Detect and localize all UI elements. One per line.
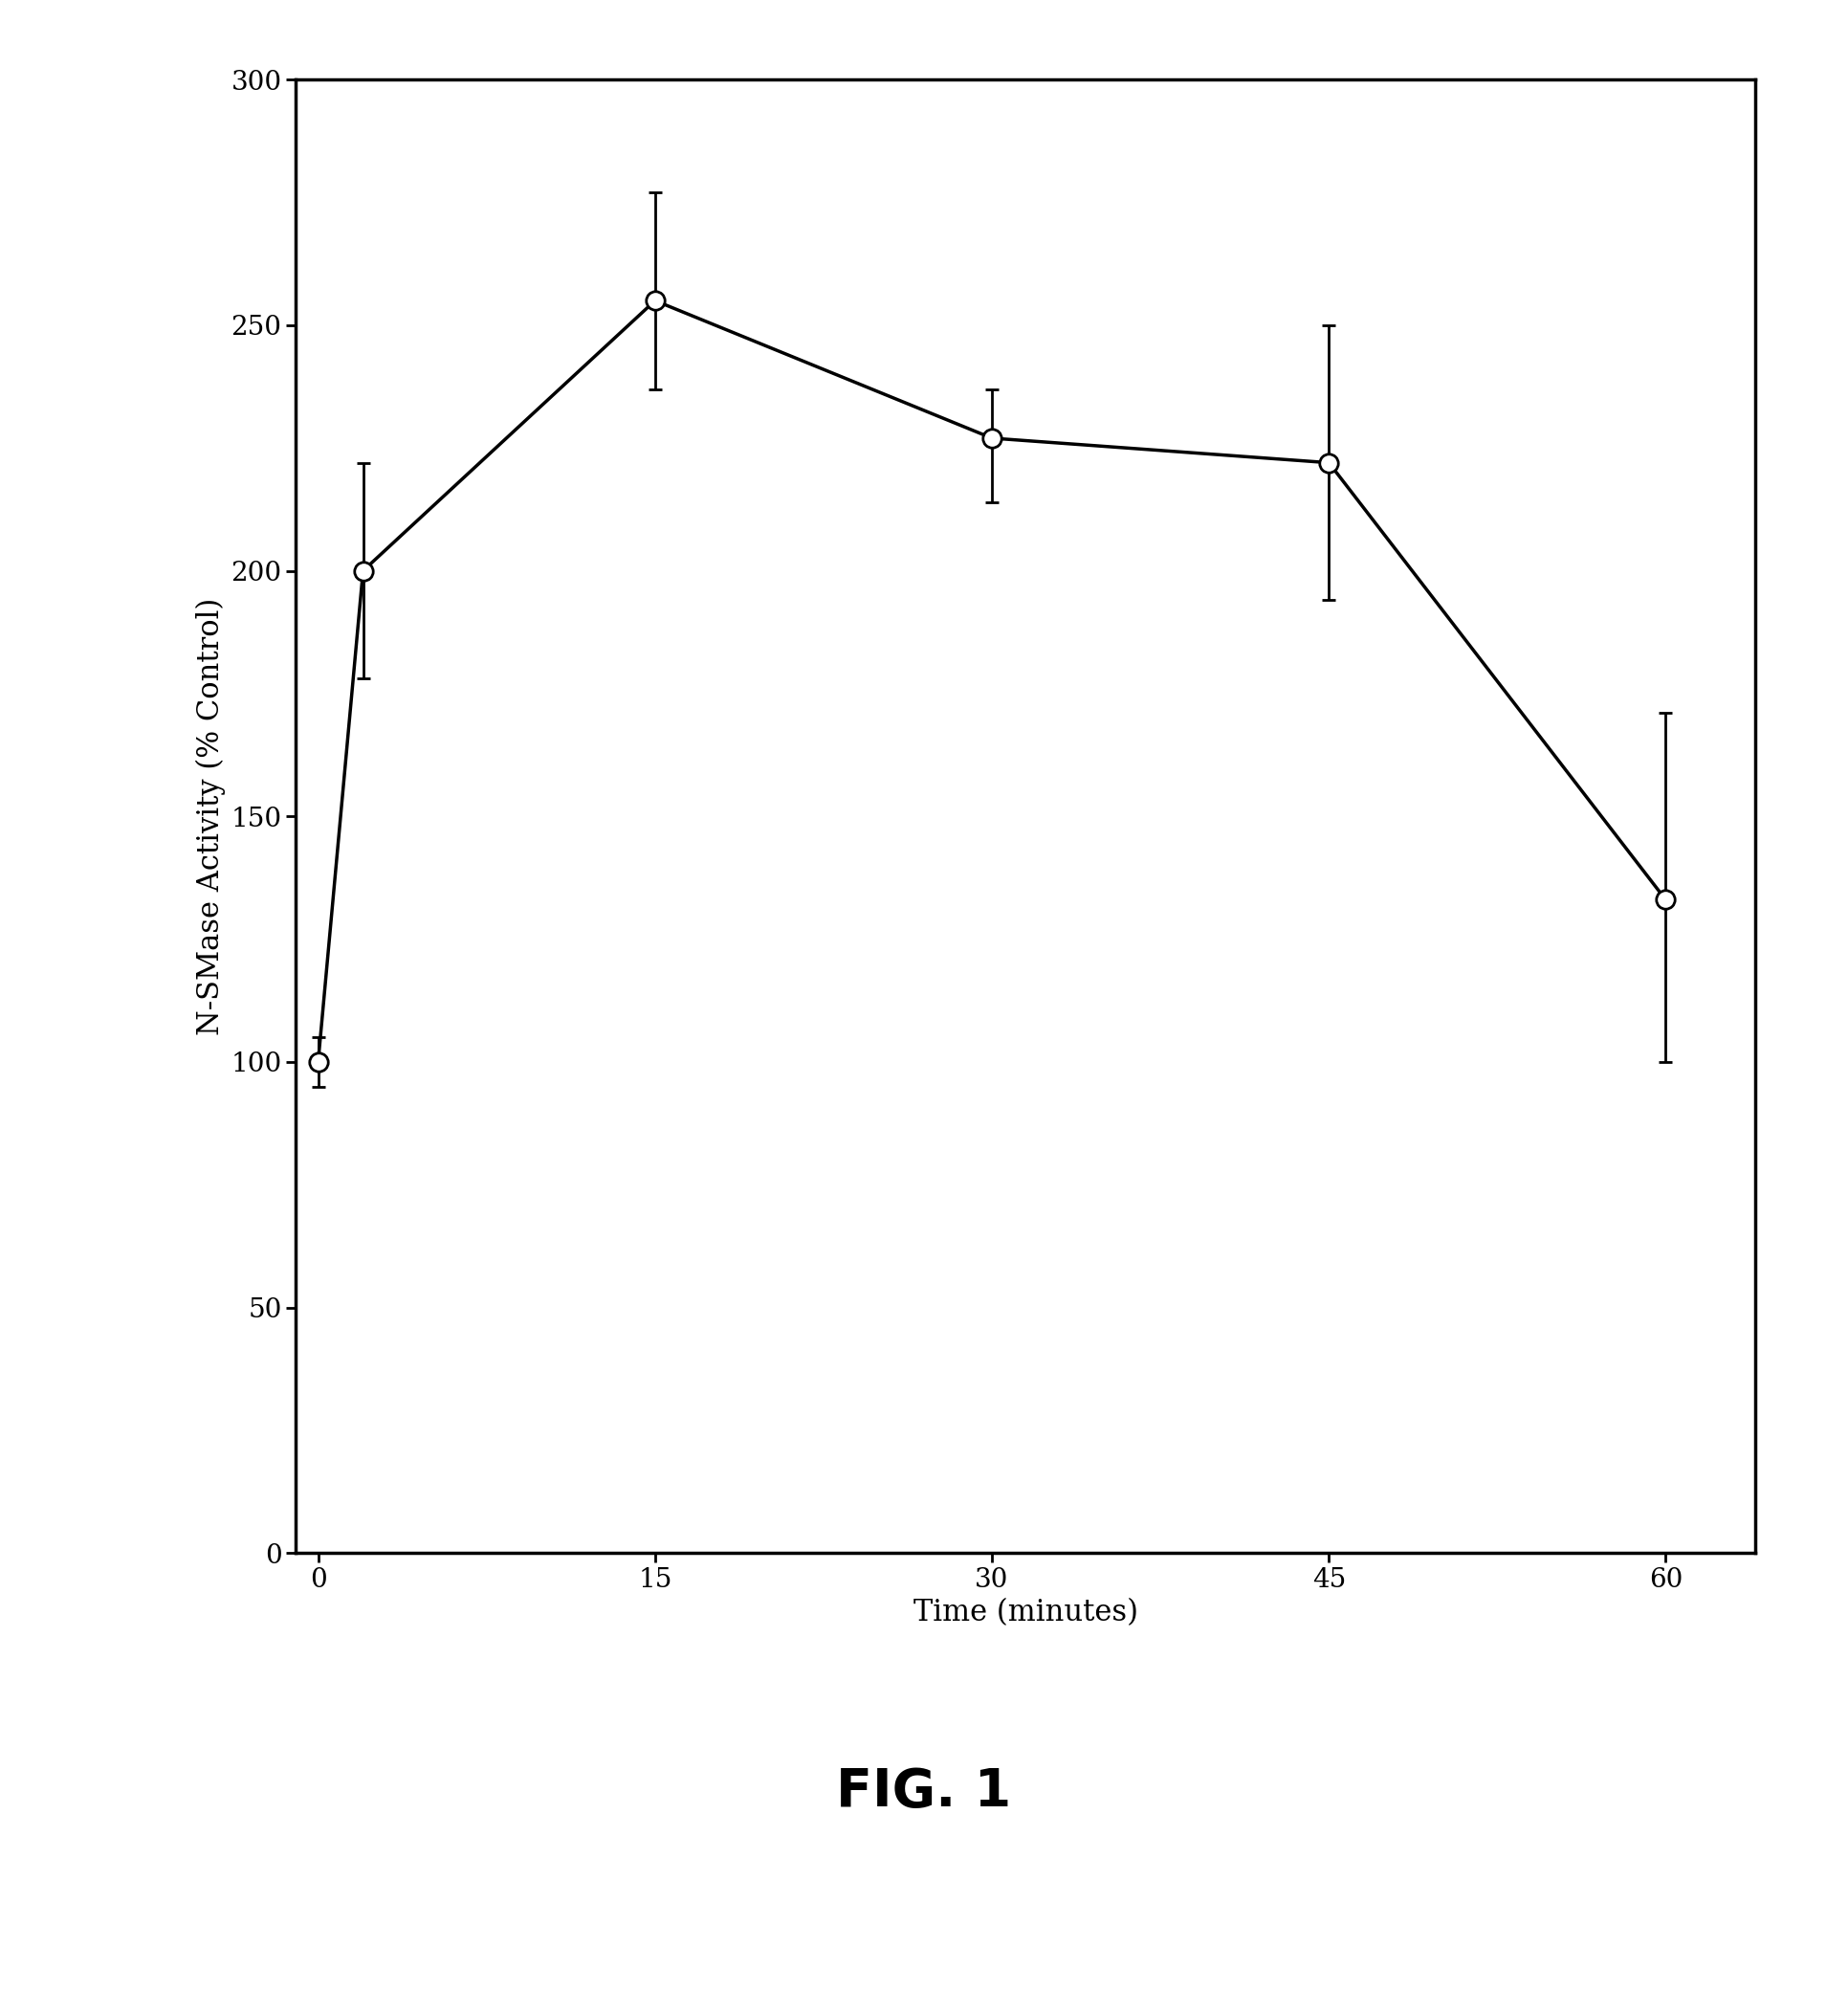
- Y-axis label: N-SMase Activity (% Control): N-SMase Activity (% Control): [196, 597, 225, 1035]
- X-axis label: Time (minutes): Time (minutes): [913, 1599, 1138, 1629]
- Text: FIG. 1: FIG. 1: [837, 1766, 1011, 1818]
